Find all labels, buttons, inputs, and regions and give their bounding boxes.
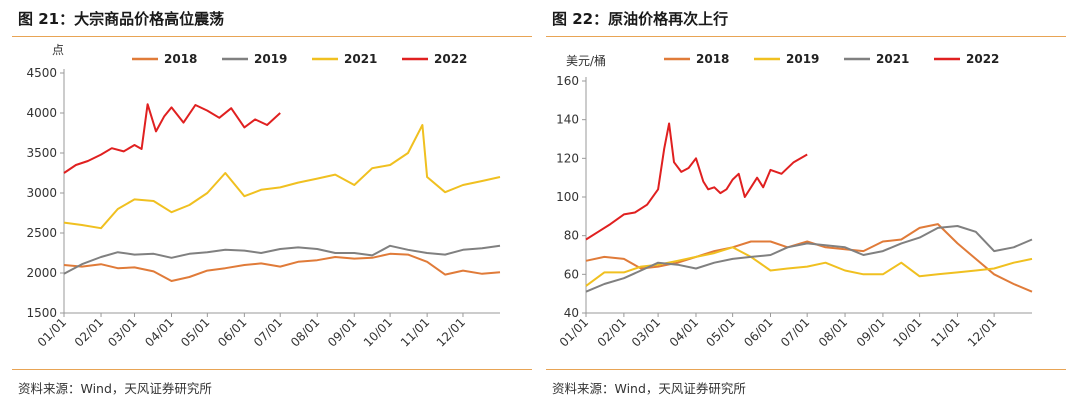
x-tick-label: 07/01 (778, 315, 812, 349)
panel-crude-oil: 图 22：原油价格再次上行 美元/桶 40 60 80 100 120 140 160 01/0… (546, 0, 1066, 411)
series-line-2022 (63, 103, 281, 174)
x-tick-label: 09/01 (325, 315, 359, 349)
legend-label-2018: 2018 (164, 52, 197, 66)
x-tick-label: 02/01 (72, 315, 106, 349)
title-divider (12, 36, 532, 37)
series-line-2022 (585, 122, 808, 241)
series-line-2021 (585, 225, 1033, 293)
y-axis-label: 美元/桶 (566, 53, 606, 68)
y-tick-label: 2000 (26, 266, 57, 280)
x-tick-label: 06/01 (741, 315, 775, 349)
panel-title: 图 22：原油价格再次上行 (552, 10, 729, 28)
x-tick-label: 12/01 (434, 315, 468, 349)
y-axis-label: 点 (52, 43, 64, 57)
crude-oil-price-chart: 美元/桶 40 60 80 100 120 140 160 01/01 02/01 03/01 04/… (556, 52, 1033, 350)
x-tick-label: 08/01 (816, 315, 850, 349)
x-tick-label: 01/01 (557, 315, 591, 349)
y-tick-label: 4000 (26, 106, 57, 120)
x-tick-label: 10/01 (890, 315, 924, 349)
x-tick-label: 11/01 (928, 315, 962, 349)
series-line-2021 (63, 124, 501, 230)
x-tick-label: 01/01 (35, 315, 69, 349)
x-tick-label: 04/01 (667, 315, 701, 349)
legend-label-2021: 2021 (876, 52, 909, 66)
y-tick-label: 3000 (26, 186, 57, 200)
x-tick-label: 05/01 (178, 315, 212, 349)
x-tick-label: 12/01 (965, 315, 999, 349)
legend-label-2022: 2022 (966, 52, 999, 66)
y-tick-label: 80 (564, 229, 579, 243)
panel-title: 图 21：大宗商品价格高位震荡 (18, 10, 225, 28)
y-tick-label: 40 (564, 306, 579, 320)
x-tick-label: 03/01 (105, 315, 139, 349)
legend-label-2021: 2021 (344, 52, 377, 66)
y-tick-label: 4500 (26, 66, 57, 80)
x-tick-label: 06/01 (215, 315, 249, 349)
series-line-2018 (585, 223, 1033, 293)
y-tick-label: 100 (556, 190, 579, 204)
y-tick-label: 160 (556, 74, 579, 88)
x-tick-label: 03/01 (629, 315, 663, 349)
x-tick-label: 11/01 (398, 315, 432, 349)
source-divider (546, 369, 1066, 370)
legend-label-2018: 2018 (696, 52, 729, 66)
panel-commodity-index: 图 21：大宗商品价格高位震荡 点 1500 2000 2500 3000 3500 400… (12, 0, 532, 411)
series-line-2019 (585, 246, 1033, 287)
y-tick-label: 60 (564, 267, 579, 281)
y-tick-label: 2500 (26, 226, 57, 240)
source-note: 资料来源：Wind，天风证券研究所 (552, 381, 746, 396)
x-tick-label: 10/01 (361, 315, 395, 349)
y-tick-label: 120 (556, 151, 579, 165)
x-tick-label: 02/01 (595, 315, 629, 349)
title-divider (546, 36, 1066, 37)
x-tick-label: 08/01 (288, 315, 322, 349)
y-tick-label: 3500 (26, 146, 57, 160)
y-tick-label: 140 (556, 113, 579, 127)
legend-label-2019: 2019 (254, 52, 287, 66)
series-line-2019 (63, 244, 501, 275)
source-divider (12, 369, 532, 370)
x-tick-label: 05/01 (703, 315, 737, 349)
x-tick-label: 04/01 (142, 315, 176, 349)
source-note: 资料来源：Wind，天风证券研究所 (18, 381, 212, 396)
legend-label-2022: 2022 (434, 52, 467, 66)
x-tick-label: 09/01 (854, 315, 888, 349)
y-tick-label: 1500 (26, 306, 57, 320)
x-tick-label: 07/01 (251, 315, 285, 349)
legend-label-2019: 2019 (786, 52, 819, 66)
series-line-2018 (63, 252, 501, 282)
